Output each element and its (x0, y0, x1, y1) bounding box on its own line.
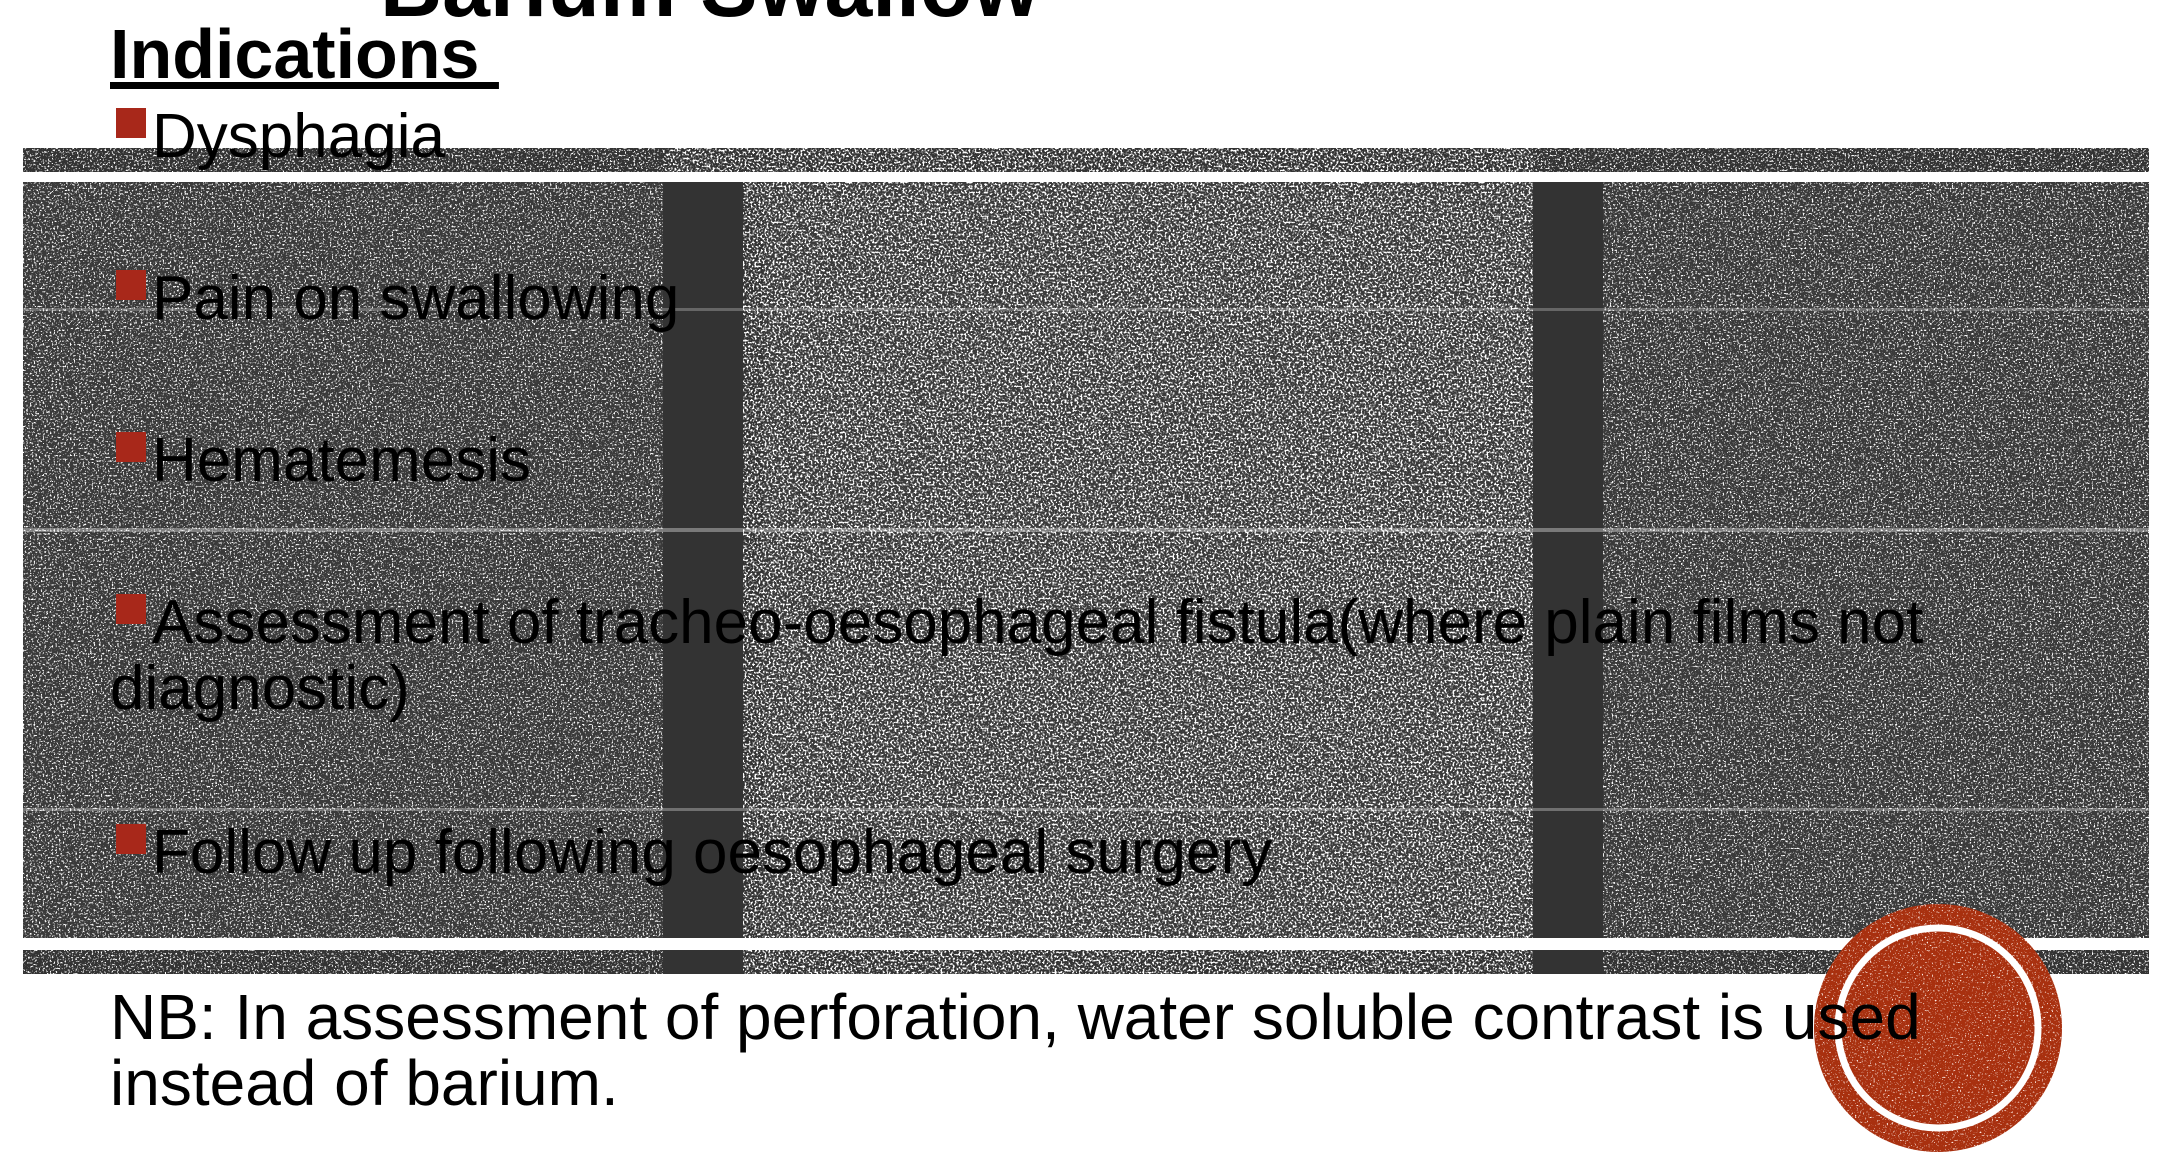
square-bullet-icon (116, 432, 146, 462)
textured-band (23, 148, 2149, 974)
indication-text: Dysphagia (152, 102, 445, 171)
slide-title: Barium Swallow (380, 0, 1040, 37)
indication-text: Pain on swallowing (152, 264, 680, 333)
texture-background (23, 148, 2149, 974)
indication-text: Follow up following oesophageal surgery (152, 818, 1273, 887)
indication-text: Hematemesis (152, 426, 531, 495)
circle-badge-icon (1814, 904, 2062, 1152)
list-item: Hematemesis (110, 428, 2150, 494)
square-bullet-icon (116, 270, 146, 300)
list-item: Assessment of tracheo-oesophageal fistul… (110, 590, 2150, 722)
square-bullet-icon (116, 594, 146, 624)
square-bullet-icon (116, 824, 146, 854)
note-text: NB: In assessment of perforation, water … (110, 981, 1921, 1119)
list-item: Pain on swallowing (110, 266, 2150, 332)
indications-heading: Indications (110, 15, 499, 93)
list-item: Follow up following oesophageal surgery (110, 820, 2150, 886)
indication-text: Assessment of tracheo-oesophageal fistul… (110, 588, 1924, 723)
square-bullet-icon (116, 108, 146, 138)
list-item: Dysphagia (110, 104, 2150, 170)
